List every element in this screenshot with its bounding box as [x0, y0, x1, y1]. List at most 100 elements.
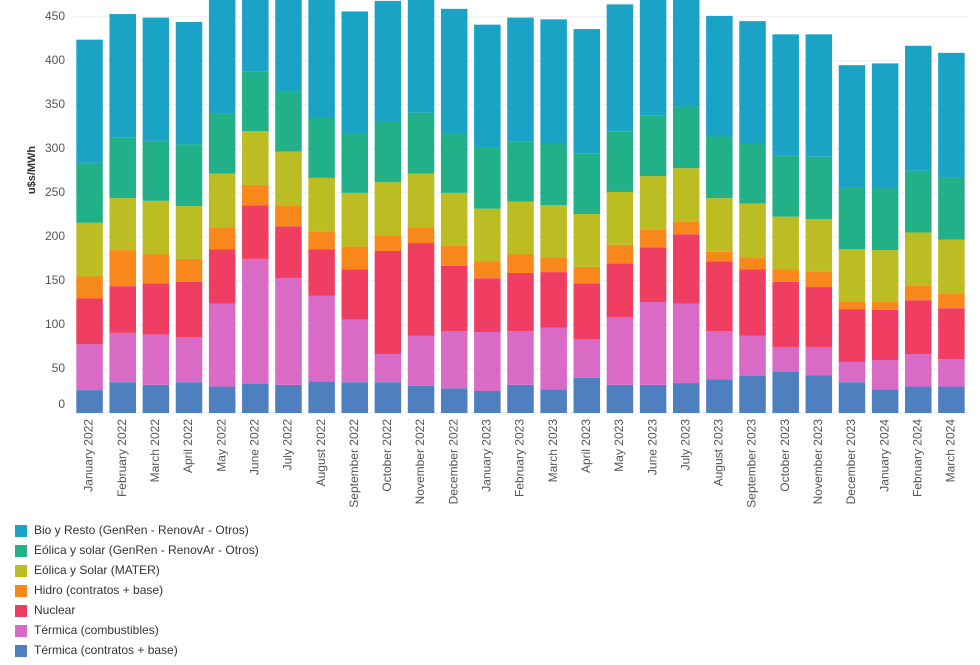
bar-segment — [573, 29, 601, 154]
bar-segment — [938, 52, 965, 178]
bar-segment — [871, 389, 899, 413]
bar-segment — [540, 19, 567, 144]
bar-segment — [540, 389, 567, 413]
bar-segment — [606, 131, 634, 192]
bar-segment — [706, 198, 733, 252]
bar-segment — [606, 263, 634, 318]
x-tick-label: January 2024 — [877, 419, 891, 492]
bar-segment — [739, 376, 766, 413]
bar-segment — [838, 382, 866, 413]
bar-segment — [540, 258, 567, 273]
bar-segment — [540, 272, 567, 328]
bar-segment — [672, 234, 700, 304]
bar-segment — [540, 205, 567, 259]
y-tick-label: 400 — [45, 53, 65, 67]
bar-segment — [938, 386, 965, 413]
bar-segment — [706, 261, 733, 332]
bar-segment — [308, 381, 335, 413]
bar-segment — [374, 250, 402, 354]
x-tick-label: March 2023 — [546, 419, 560, 483]
bar-segment — [672, 0, 700, 107]
bar-segment — [805, 34, 833, 157]
bar-segment — [109, 198, 136, 251]
bar-segment — [275, 278, 302, 385]
x-tick-label: May 2022 — [214, 419, 228, 472]
bar-segment — [739, 335, 766, 377]
bar-segment — [507, 17, 534, 142]
bar-segment — [507, 141, 534, 202]
bar-segment — [905, 45, 932, 171]
bar-segment — [407, 173, 435, 228]
bar-segment — [374, 182, 402, 236]
bar-segment — [407, 385, 435, 413]
bar-segment — [76, 162, 103, 223]
bar-segment — [672, 106, 700, 169]
bar-segment — [639, 247, 667, 303]
bar-segment — [175, 22, 203, 145]
bar-segment — [639, 115, 667, 177]
bar-segment — [474, 331, 501, 391]
x-tick-label: June 2022 — [247, 419, 261, 475]
bar-segment — [474, 278, 501, 332]
bar-segment — [341, 192, 369, 247]
bar-segment — [440, 388, 468, 413]
bar-segment — [407, 335, 435, 386]
bar-segment — [175, 144, 203, 207]
bar-segment — [440, 8, 468, 133]
bar-segment — [374, 0, 402, 122]
bar-segment — [341, 11, 369, 133]
bar-segment — [341, 132, 369, 193]
bar-segment — [772, 371, 799, 413]
bar-segment — [739, 143, 766, 204]
x-tick-label: April 2022 — [181, 419, 195, 473]
bar-segment — [242, 258, 269, 384]
bar-segment — [76, 222, 103, 277]
bar-segment — [573, 283, 601, 340]
bar-segment — [507, 331, 534, 385]
bar-segment — [606, 191, 634, 245]
x-tick-label: July 2022 — [281, 419, 295, 471]
bar-segment — [905, 300, 932, 354]
bar-segment — [440, 331, 468, 389]
x-tick-label: November 2023 — [811, 419, 825, 505]
y-tick-label: 150 — [45, 273, 65, 287]
bar-segment — [606, 4, 634, 132]
x-tick-label: March 2022 — [148, 419, 162, 483]
x-tick-label: January 2023 — [480, 419, 494, 492]
bar-segment — [573, 213, 601, 267]
bar-segment — [208, 0, 236, 114]
bar-segment — [871, 188, 899, 251]
bar-segment — [938, 293, 965, 309]
bar-segment — [76, 298, 103, 345]
legend-swatch — [15, 645, 27, 657]
bar-segment — [175, 382, 203, 413]
bar-segment — [938, 359, 965, 387]
bar-segment — [805, 287, 833, 347]
y-tick-label: 350 — [45, 97, 65, 111]
x-tick-label: July 2023 — [678, 419, 692, 471]
bar-segment — [639, 176, 667, 230]
bar-segment — [838, 65, 866, 188]
bar-segment — [871, 309, 899, 361]
bar-segment — [871, 63, 899, 189]
bar-segment — [407, 0, 435, 113]
y-tick-label: 0 — [58, 397, 65, 411]
bar-segment — [374, 382, 402, 413]
bar-segment — [275, 226, 302, 279]
bar-segment — [871, 360, 899, 390]
bar-segment — [374, 121, 402, 183]
x-tick-label: February 2022 — [115, 419, 129, 497]
bar-segment — [672, 168, 700, 222]
bar-segment — [175, 281, 203, 338]
bar-segment — [805, 346, 833, 376]
bar-segment — [474, 390, 501, 413]
bar-segment — [308, 231, 335, 250]
x-tick-label: October 2023 — [778, 419, 792, 492]
bar-segment — [573, 339, 601, 378]
bar-segment — [142, 140, 170, 201]
bar-segment — [341, 246, 369, 270]
y-tick-label: 200 — [45, 229, 65, 243]
bar-segment — [838, 361, 866, 383]
legend-label: Térmica (contratos + base) — [34, 643, 178, 657]
bar-segment — [772, 346, 799, 372]
